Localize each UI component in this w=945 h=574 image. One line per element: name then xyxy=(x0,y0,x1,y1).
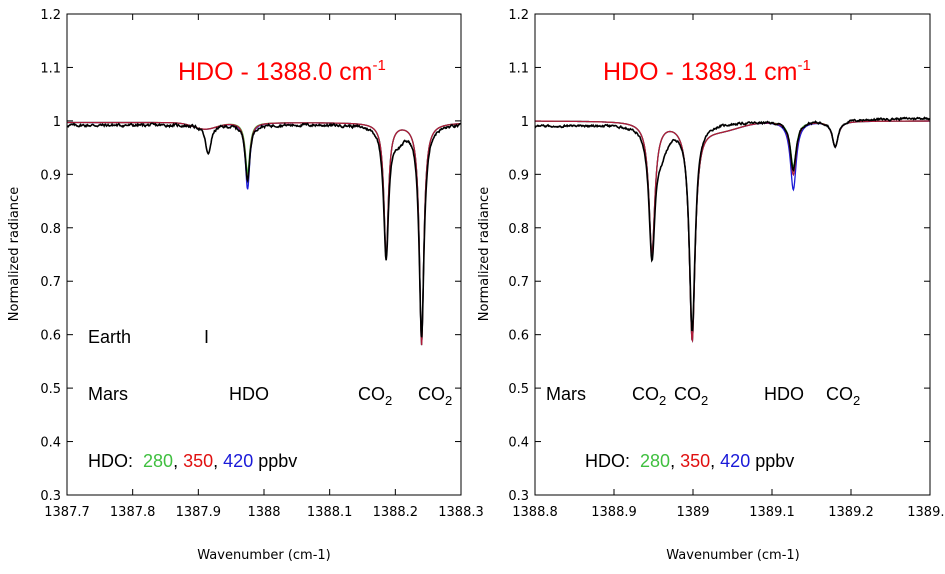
right-y-tick-label-5: 0.8 xyxy=(508,222,529,237)
left-model-hdo-280-line xyxy=(67,121,462,346)
right-feature-label-hdo: HDO xyxy=(764,384,804,404)
left-legend-350: 350 xyxy=(183,451,213,471)
right-x-tick-label-3: 1389.1 xyxy=(749,505,795,520)
left-y-tick-label-1: 0.4 xyxy=(40,436,61,451)
left-legend-prefix: HDO: xyxy=(88,451,133,471)
right-y-tick-label-3: 0.6 xyxy=(508,329,529,344)
left-y-tick-label-0: 0.3 xyxy=(40,489,61,504)
left-model-hdo-420-line xyxy=(67,121,462,346)
right-y-tick-label-2: 0.5 xyxy=(508,382,529,397)
right-y-tick-label-8: 1.1 xyxy=(508,61,529,76)
right-x-axis-label: Wavenumber (cm-1) xyxy=(666,548,799,563)
left-y-tick-label-4: 0.7 xyxy=(40,275,61,290)
right-feature-co2c-text: CO xyxy=(826,384,853,404)
right-feature-hdo-text: HDO xyxy=(764,384,804,404)
left-observed-spectrum-line xyxy=(66,122,462,338)
left-model-hdo-350-line xyxy=(67,121,462,346)
left-x-tick-label-1: 1387.8 xyxy=(110,505,156,520)
right-axis-ticks: 0.3 0.4 0.5 0.6 0.7 0.8 0.9 1 1.1 1.2 1388.8 1388.9… xyxy=(508,8,945,520)
left-y-tick-label-8: 1.1 xyxy=(40,61,61,76)
left-feature-co2b-sub: 2 xyxy=(445,393,452,408)
right-model-hdo-420-line xyxy=(535,120,930,343)
left-feature-co2a-text: CO xyxy=(358,384,385,404)
left-y-tick-label-3: 0.6 xyxy=(40,329,61,344)
right-y-tick-label-1: 0.4 xyxy=(508,436,529,451)
right-legend-unit: ppbv xyxy=(755,451,794,471)
left-earth-label: Earth xyxy=(88,327,131,347)
right-model-hdo-280-line xyxy=(535,120,930,343)
left-series xyxy=(66,121,462,346)
right-x-tick-label-0: 1388.8 xyxy=(512,505,558,520)
right-feature-label-co2-a: CO2 xyxy=(632,384,666,408)
right-y-tick-label-4: 0.7 xyxy=(508,275,529,290)
right-x-tick-label-1: 1388.9 xyxy=(591,505,637,520)
left-y-tick-label-6: 0.9 xyxy=(40,168,61,183)
left-y-tick-label-7: 1 xyxy=(53,115,61,130)
right-y-tick-label-6: 0.9 xyxy=(508,168,529,183)
left-legend-420: 420 xyxy=(223,451,253,471)
right-legend-350: 350 xyxy=(680,451,710,471)
right-y-axis-label: Normalized radiance xyxy=(477,187,492,321)
left-x-axis-label: Wavenumber (cm-1) xyxy=(197,548,330,563)
right-feature-co2a-sub: 2 xyxy=(659,393,666,408)
left-legend-sep-1: , xyxy=(173,451,178,471)
right-x-tick-label-5: 1389.3 xyxy=(907,505,945,520)
left-legend-280: 280 xyxy=(143,451,173,471)
right-y-tick-label-0: 0.3 xyxy=(508,489,529,504)
left-mars-label: Mars xyxy=(88,384,128,404)
right-x-tick-label-2: 1389 xyxy=(676,505,709,520)
right-legend: HDO: 280, 350, 420 ppbv xyxy=(585,451,794,471)
left-title-text: HDO - 1388.0 cm xyxy=(178,58,373,86)
right-mars-label: Mars xyxy=(546,384,586,404)
left-legend-unit: ppbv xyxy=(258,451,297,471)
left-y-tick-label-2: 0.5 xyxy=(40,382,61,397)
left-plot-frame xyxy=(66,13,462,496)
left-x-tick-label-6: 1388.3 xyxy=(438,505,484,520)
right-feature-label-co2-c: CO2 xyxy=(826,384,860,408)
left-feature-label-co2-b: CO2 xyxy=(418,384,452,408)
left-feature-co2b-text: CO xyxy=(418,384,445,404)
right-feature-co2b-sub: 2 xyxy=(701,393,708,408)
left-legend-sep-2: , xyxy=(213,451,218,471)
right-model-hdo-350-line xyxy=(534,120,930,343)
left-spectrum-panel: Normalized radiance Wavenumber (cm-1) 0.… xyxy=(7,8,484,563)
left-x-tick-label-4: 1388.1 xyxy=(307,505,353,520)
left-chart-title: HDO - 1388.0 cm-1 xyxy=(178,57,386,86)
right-feature-co2b-text: CO xyxy=(674,384,701,404)
left-earth-marker: I xyxy=(204,327,209,347)
left-axis-ticks: 0.3 0.4 0.5 0.6 0.7 0.8 0.9 1 1.1 1.2 1387.7 1387.8… xyxy=(40,8,483,520)
left-legend: HDO: 280, 350, 420 ppbv xyxy=(88,451,297,471)
right-legend-420: 420 xyxy=(720,451,750,471)
right-legend-280: 280 xyxy=(640,451,670,471)
left-x-tick-label-5: 1388.2 xyxy=(373,505,419,520)
right-title-superscript: -1 xyxy=(798,57,811,74)
right-legend-prefix: HDO: xyxy=(585,451,630,471)
left-feature-label-hdo: HDO xyxy=(229,384,269,404)
right-spectrum-panel: Normalized radiance Wavenumber (cm-1) 0.… xyxy=(477,8,945,563)
right-legend-sep-1: , xyxy=(670,451,675,471)
left-feature-hdo-text: HDO xyxy=(229,384,269,404)
left-y-axis-label: Normalized radiance xyxy=(7,187,22,321)
left-feature-co2a-sub: 2 xyxy=(385,393,392,408)
left-x-tick-label-2: 1387.9 xyxy=(176,505,222,520)
right-legend-sep-2: , xyxy=(710,451,715,471)
right-y-tick-label-7: 1 xyxy=(521,115,529,130)
left-y-tick-label-5: 0.8 xyxy=(40,222,61,237)
right-feature-label-co2-b: CO2 xyxy=(674,384,708,408)
right-title-text: HDO - 1389.1 cm xyxy=(603,58,798,86)
right-chart-title: HDO - 1389.1 cm-1 xyxy=(603,57,811,86)
left-x-tick-label-0: 1387.7 xyxy=(44,505,90,520)
left-y-tick-label-9: 1.2 xyxy=(40,8,61,23)
right-x-tick-label-4: 1389.2 xyxy=(828,505,874,520)
left-title-superscript: -1 xyxy=(373,57,386,74)
right-feature-co2c-sub: 2 xyxy=(853,393,860,408)
right-observed-spectrum-line xyxy=(534,116,931,332)
left-feature-label-co2-a: CO2 xyxy=(358,384,392,408)
right-plot-frame xyxy=(534,13,931,496)
right-feature-co2a-text: CO xyxy=(632,384,659,404)
right-y-tick-label-9: 1.2 xyxy=(508,8,529,23)
left-x-tick-label-3: 1388 xyxy=(247,505,280,520)
right-series xyxy=(534,116,931,343)
